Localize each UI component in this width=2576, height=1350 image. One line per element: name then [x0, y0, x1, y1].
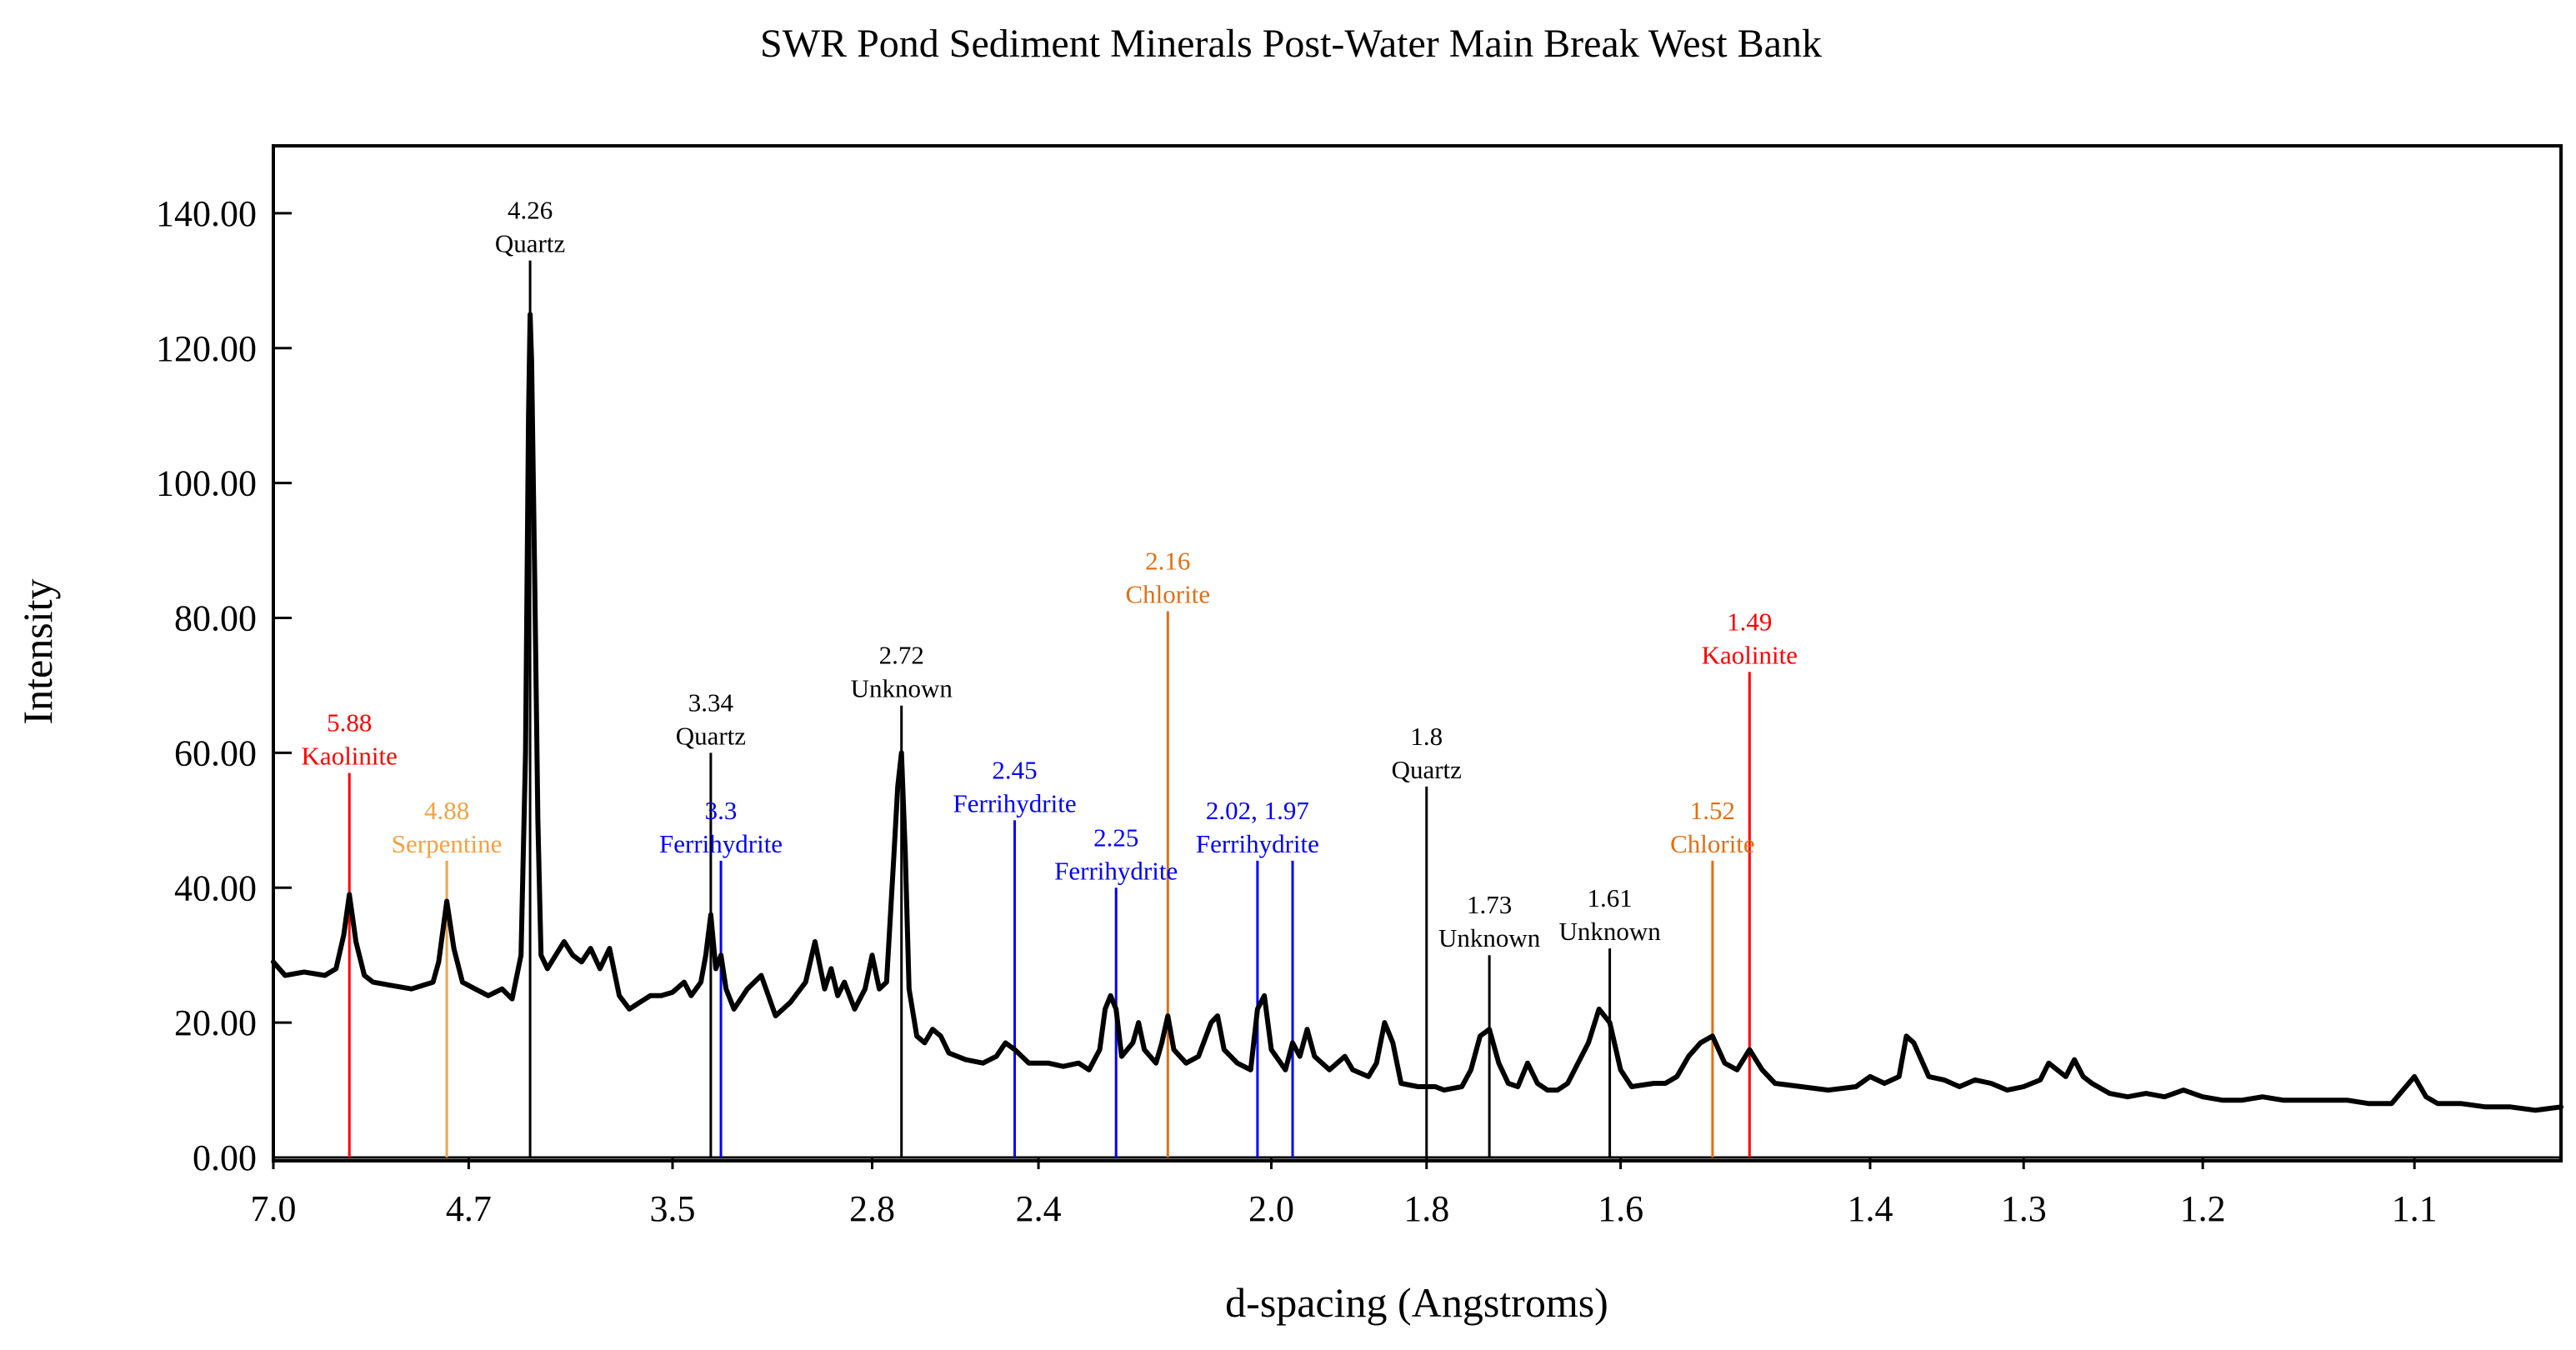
y-tick-label: 120.00 — [156, 328, 257, 369]
x-tick-label: 4.7 — [446, 1188, 492, 1229]
xrd-series-line — [271, 312, 2563, 1113]
x-tick-label: 2.4 — [1016, 1188, 1062, 1229]
x-tick-label: 2.0 — [1248, 1188, 1294, 1229]
x-tick-label: 1.1 — [2392, 1188, 2438, 1229]
peak-mineral-label: Quartz — [676, 721, 746, 750]
peak-dspacing-label: 3.34 — [688, 688, 734, 717]
peak-dspacing-label: 4.88 — [424, 796, 469, 825]
y-axis-label: Intensity — [14, 579, 61, 725]
peak-dspacing-label: 1.8 — [1410, 722, 1443, 751]
peak-dspacing-label: 2.16 — [1145, 546, 1190, 575]
x-tick-label: 1.8 — [1403, 1188, 1449, 1229]
x-axis-ticks: 7.0 4.7 3.5 2.8 2.4 2.0 1.8 1.6 1.4 1.3 1.2 1.1 — [251, 1158, 2438, 1229]
peak-dspacing-label: 3.3 — [705, 796, 738, 825]
x-tick-label: 1.2 — [2180, 1188, 2226, 1229]
x-tick-label: 1.4 — [1847, 1188, 1893, 1229]
peak-mineral-label: Kaolinite — [302, 742, 398, 771]
y-tick-label: 140.00 — [156, 193, 257, 234]
peak-mineral-label: Quartz — [1392, 755, 1462, 784]
peak-mineral-label: Ferrihydrite — [659, 829, 783, 858]
chart-title: SWR Pond Sediment Minerals Post-Water Ma… — [760, 22, 1822, 66]
peak-dspacing-label: 2.02, 1.97 — [1206, 796, 1309, 825]
peak-mineral-label: Ferrihydrite — [1054, 856, 1178, 885]
y-tick-label: 40.00 — [174, 868, 257, 908]
peak-dspacing-label: 1.73 — [1467, 890, 1512, 919]
plot-area — [272, 144, 2563, 1162]
y-tick-label: 100.00 — [156, 463, 257, 504]
peak-dspacing-label: 2.72 — [879, 641, 924, 670]
annotation-labels: 5.88 Kaolinite 4.88 Serpentine 4.26 Quartz 3.3… — [302, 196, 1798, 953]
peak-dspacing-label: 1.52 — [1690, 796, 1735, 825]
peak-mineral-label: Chlorite — [1670, 829, 1755, 858]
peak-dspacing-label: 2.45 — [992, 755, 1037, 784]
y-axis-ticks: 0.00 20.00 40.00 60.00 80.00 100.00 120.00 140.… — [156, 193, 292, 1178]
series-group — [271, 312, 2563, 1113]
plot-frame — [272, 144, 2563, 1162]
peak-mineral-label: Unknown — [1558, 917, 1661, 946]
peak-dspacing-label: 2.25 — [1093, 822, 1138, 852]
annotation-lines — [348, 260, 1751, 1158]
y-tick-label: 20.00 — [174, 1002, 257, 1043]
peak-dspacing-label: 4.26 — [508, 196, 553, 225]
peak-dspacing-label: 1.49 — [1727, 607, 1772, 636]
x-tick-label: 7.0 — [251, 1188, 297, 1229]
y-tick-label: 60.00 — [174, 732, 257, 773]
peak-mineral-label: Unknown — [851, 674, 953, 703]
peak-mineral-label: Kaolinite — [1702, 640, 1798, 669]
x-axis-label: d-spacing (Angstroms) — [1225, 1279, 1608, 1326]
x-tick-label: 1.3 — [2001, 1188, 2047, 1229]
peak-dspacing-label: 1.61 — [1587, 883, 1632, 912]
peak-mineral-label: Serpentine — [392, 829, 503, 858]
peak-mineral-label: Chlorite — [1125, 579, 1210, 608]
peak-dspacing-label: 5.88 — [327, 708, 372, 738]
x-tick-label: 1.6 — [1598, 1188, 1643, 1229]
y-tick-label: 0.00 — [193, 1138, 257, 1178]
peak-mineral-label: Quartz — [495, 229, 565, 258]
peak-mineral-label: Unknown — [1438, 923, 1541, 952]
peak-mineral-label: Ferrihydrite — [1196, 829, 1319, 858]
y-tick-label: 80.00 — [174, 598, 257, 639]
x-tick-label: 3.5 — [649, 1188, 695, 1229]
peak-mineral-label: Ferrihydrite — [953, 788, 1077, 818]
x-tick-label: 2.8 — [849, 1188, 895, 1229]
